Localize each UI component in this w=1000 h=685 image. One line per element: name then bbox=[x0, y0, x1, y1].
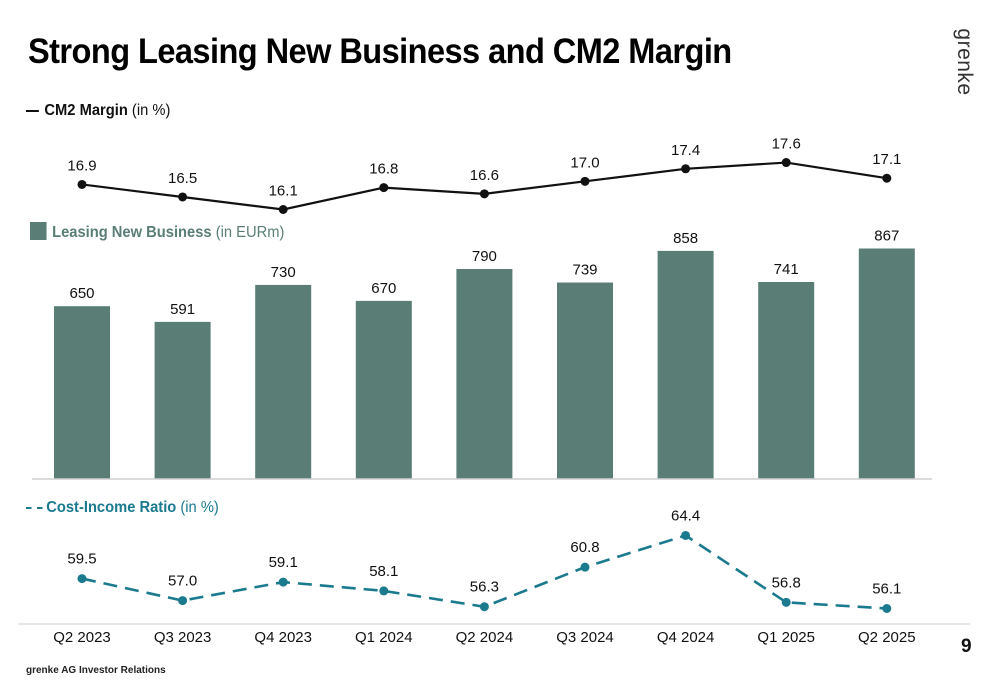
cm2-value-label: 16.6 bbox=[470, 167, 499, 184]
bar-value-label: 739 bbox=[572, 262, 597, 279]
legend-cir-unit: (in %) bbox=[180, 499, 219, 516]
cir-value-label: 64.4 bbox=[671, 507, 700, 524]
cm2-point bbox=[178, 192, 188, 202]
bar-value-label: 858 bbox=[673, 230, 698, 247]
cir-point bbox=[77, 574, 87, 584]
cir-value-label: 57.0 bbox=[168, 573, 197, 590]
cm2-point bbox=[580, 176, 590, 186]
cir-value-label: 60.8 bbox=[570, 539, 599, 556]
cir-point bbox=[278, 577, 288, 587]
cm2-point bbox=[379, 183, 389, 193]
legend-cost-income-ratio: Cost-Income Ratio (in %) bbox=[26, 499, 219, 517]
cm2-point bbox=[479, 189, 489, 199]
bar bbox=[557, 282, 613, 479]
cir-value-label: 56.3 bbox=[470, 579, 499, 596]
legend-leasing-new-business: Leasing New Business (in EURm) bbox=[30, 222, 284, 242]
cm2-point bbox=[681, 164, 691, 174]
cir-value-label: 56.1 bbox=[872, 581, 901, 598]
bar bbox=[758, 281, 815, 479]
cm2-point bbox=[278, 205, 288, 214]
legend-lnb-unit: (in EURm) bbox=[215, 224, 285, 241]
bar bbox=[355, 300, 412, 479]
bar bbox=[456, 268, 513, 479]
cm2-value-label: 16.9 bbox=[67, 157, 96, 174]
cm2-value-label: 16.1 bbox=[269, 183, 298, 200]
bar-value-label: 741 bbox=[774, 261, 799, 278]
cir-value-label: 58.1 bbox=[369, 563, 398, 580]
x-tick-label: Q3 2024 bbox=[556, 629, 614, 646]
cir-point bbox=[580, 562, 590, 572]
page-number: 9 bbox=[961, 636, 972, 657]
bar bbox=[54, 306, 110, 479]
legend-dash-swatch bbox=[26, 506, 43, 509]
bar-value-label: 650 bbox=[69, 285, 94, 302]
cir-value-label: 59.1 bbox=[269, 554, 298, 571]
cir-series-line bbox=[81, 534, 887, 610]
cm2-line-group: 16.9 16.5 16.1 16.8 16.6 17.0 17.4 17.6 17.1 bbox=[67, 136, 901, 214]
bar-value-label: 867 bbox=[874, 228, 899, 245]
cir-point bbox=[781, 597, 791, 607]
cir-line-group: 59.5 57.0 59.1 58.1 56.3 60.8 64.4 56.8 56.1 bbox=[67, 507, 901, 613]
cir-point bbox=[681, 530, 691, 540]
x-tick-label: Q4 2024 bbox=[657, 629, 715, 646]
x-tick-labels: Q2 2023 Q3 2023 Q4 2023 Q1 2024 Q2 2024 Q3 20… bbox=[53, 629, 915, 646]
cir-point bbox=[379, 586, 389, 596]
bar-value-label: 670 bbox=[371, 280, 396, 297]
cm2-point bbox=[882, 173, 892, 183]
cir-value-label: 56.8 bbox=[772, 574, 801, 591]
slide-title: Strong Leasing New Business and CM2 Marg… bbox=[28, 32, 732, 71]
cir-point bbox=[882, 604, 892, 613]
bar-value-label: 790 bbox=[472, 248, 497, 265]
bar bbox=[858, 248, 915, 479]
x-tick-label: Q2 2025 bbox=[858, 629, 916, 646]
legend-lnb-label: Leasing New Business bbox=[52, 224, 212, 241]
x-tick-label: Q1 2025 bbox=[757, 629, 815, 646]
cm2-value-label: 17.1 bbox=[872, 151, 901, 168]
bars-group: 650 591 730 670 790 739 858 741 867 bbox=[54, 228, 915, 479]
cm2-value-label: 17.0 bbox=[570, 154, 599, 171]
cir-value-label: 59.5 bbox=[67, 551, 96, 568]
cm2-point bbox=[781, 158, 791, 168]
x-tick-label: Q3 2023 bbox=[154, 629, 212, 646]
legend-cir-label: Cost-Income Ratio bbox=[46, 499, 177, 516]
bar-value-label: 730 bbox=[271, 264, 296, 281]
cm2-value-label: 16.5 bbox=[168, 170, 197, 187]
x-tick-label: Q2 2023 bbox=[53, 629, 111, 646]
bar-value-label: 591 bbox=[170, 301, 195, 318]
x-tick-label: Q4 2023 bbox=[254, 629, 312, 646]
legend-cm2-label: CM2 Margin bbox=[44, 102, 128, 119]
cir-point bbox=[178, 596, 188, 606]
x-tick-label: Q2 2024 bbox=[456, 629, 514, 646]
legend-cm2-margin: CM2 Margin (in %) bbox=[26, 102, 170, 120]
footer-text: grenke AG Investor Relations bbox=[26, 665, 166, 676]
cm2-value-label: 16.8 bbox=[369, 161, 398, 178]
bar bbox=[657, 250, 714, 479]
cir-point bbox=[479, 602, 489, 612]
legend-bar-swatch bbox=[30, 222, 47, 240]
bar bbox=[154, 321, 211, 479]
bar bbox=[255, 284, 312, 479]
cm2-point bbox=[77, 179, 87, 189]
cm2-value-label: 17.4 bbox=[671, 142, 700, 159]
cm2-value-label: 17.6 bbox=[772, 136, 801, 153]
x-tick-label: Q1 2024 bbox=[355, 629, 413, 646]
legend-line-swatch bbox=[26, 109, 39, 112]
legend-cm2-unit: (in %) bbox=[131, 102, 171, 119]
